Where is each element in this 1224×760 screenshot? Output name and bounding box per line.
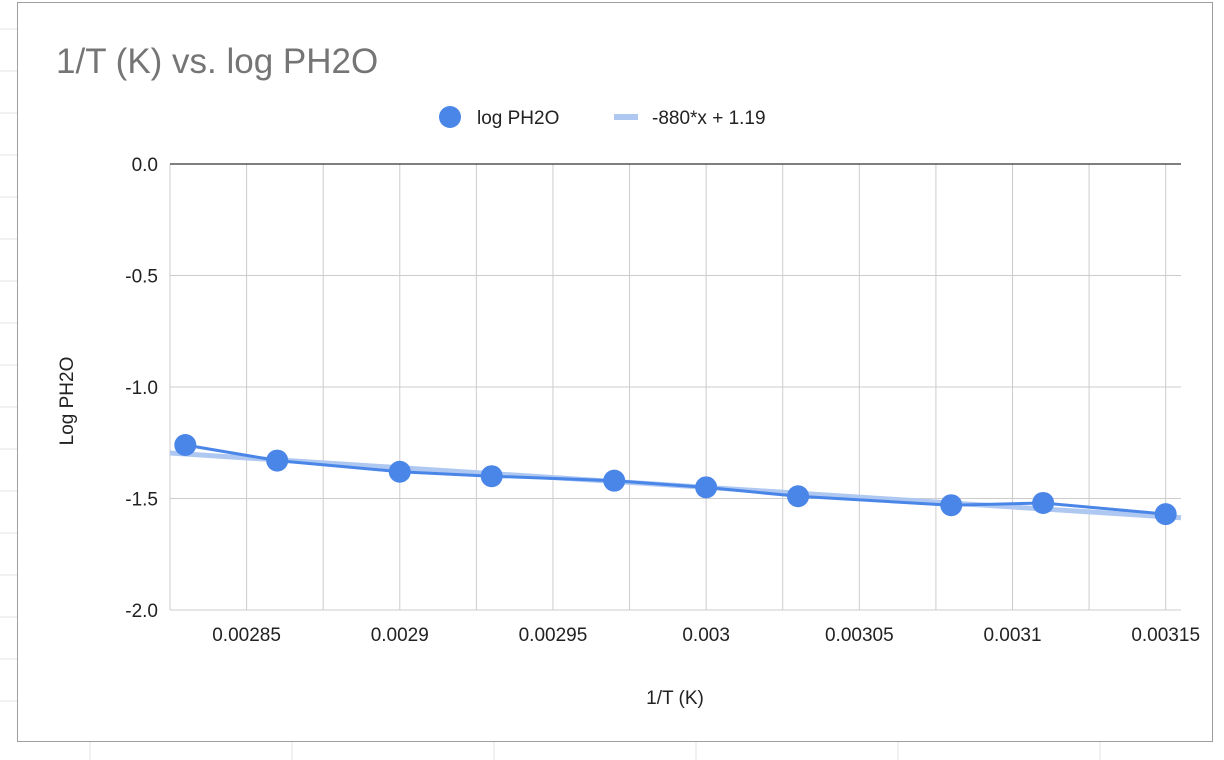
- x-tick-label: 0.003: [682, 625, 730, 646]
- y-tick-label: -1.5: [125, 490, 158, 511]
- data-point[interactable]: [1154, 503, 1177, 526]
- data-point[interactable]: [603, 469, 626, 492]
- y-axis-title: Log PH2O: [57, 357, 78, 446]
- data-point[interactable]: [266, 449, 289, 472]
- series-line: [185, 443, 1166, 516]
- data-point[interactable]: [940, 494, 963, 517]
- x-tick-label: 0.00285: [212, 625, 281, 646]
- series-layer[interactable]: [174, 433, 1177, 526]
- x-axis-title: 1/T (K): [646, 688, 704, 709]
- x-tick-label: 0.00305: [825, 625, 894, 646]
- legend-marker-trendline: [614, 114, 638, 120]
- chart-title: 1/T (K) vs. log PH2O: [56, 42, 378, 81]
- legend[interactable]: log PH2O -880*x + 1.19: [439, 106, 766, 129]
- legend-marker-log-ph2o: [439, 106, 461, 128]
- data-point[interactable]: [174, 433, 197, 456]
- x-tick-label: 0.0031: [983, 625, 1041, 646]
- y-tick-label: -1.0: [125, 378, 158, 399]
- x-tick-label: 0.00295: [519, 625, 588, 646]
- tick-labels: 0.0 -0.5 -1.0 -1.5 -2.0 0.00285 0.0029 0.00295 0…: [125, 155, 1200, 646]
- data-point[interactable]: [787, 485, 810, 508]
- chart-container[interactable]: 1/T (K) vs. log PH2O log PH2O -880*x + 1…: [17, 2, 1213, 742]
- data-point[interactable]: [1032, 491, 1055, 514]
- legend-label-trendline: -880*x + 1.19: [652, 108, 766, 129]
- chart-svg: 1/T (K) vs. log PH2O log PH2O -880*x + 1…: [56, 42, 1200, 709]
- y-tick-label: -0.5: [125, 267, 158, 288]
- y-tick-label: -2.0: [125, 601, 158, 622]
- legend-label-series: log PH2O: [477, 108, 559, 129]
- x-tick-label: 0.0029: [371, 625, 429, 646]
- y-tick-label: 0.0: [132, 155, 158, 176]
- data-point[interactable]: [695, 476, 718, 499]
- data-point[interactable]: [388, 460, 411, 483]
- data-point[interactable]: [480, 465, 503, 488]
- gridlines: [169, 164, 1181, 611]
- x-tick-label: 0.00315: [1131, 625, 1200, 646]
